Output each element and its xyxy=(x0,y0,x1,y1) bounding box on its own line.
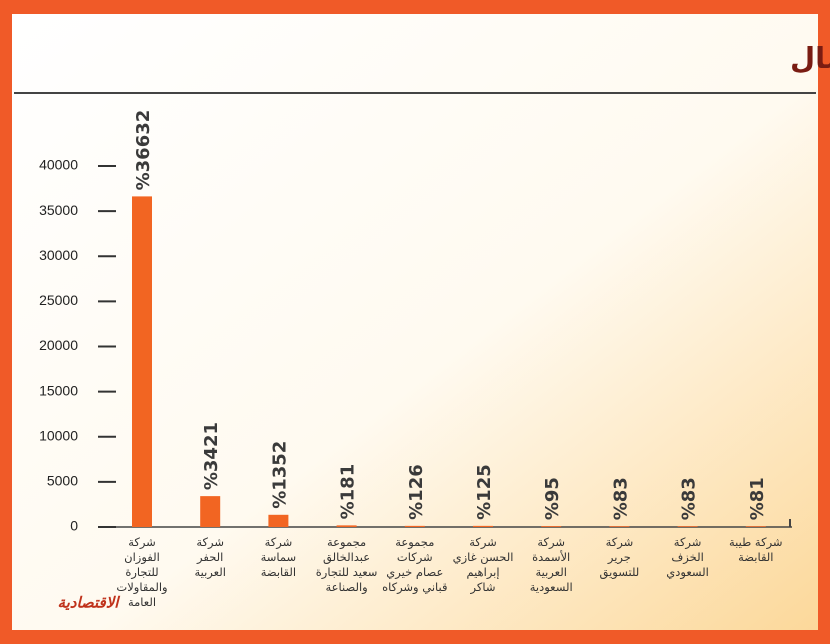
value-label: %83 xyxy=(610,477,631,520)
x-tick-label: شركة الأسمدة العربية السعودية xyxy=(529,535,573,594)
bar xyxy=(268,514,289,527)
x-tick-label: شركة الفوزان للتجارة والمقاولات العامة xyxy=(116,535,168,609)
chart-title: أعلى 10 شركات من حيث نسبة صافي الربح إلى… xyxy=(790,39,830,76)
x-tick-label: شركة طيبة القابضة xyxy=(729,535,783,564)
value-label: %95 xyxy=(542,477,563,520)
x-tick-label: شركة جرير للتسويق xyxy=(599,535,640,579)
x-tick-label: مجموعة عبدالخالق سعيد للتجارة والصناعة xyxy=(315,535,378,594)
x-tick-label: شركة الحسن غازي إبراهيم شاكر xyxy=(452,535,514,594)
y-tick-label: 25000 xyxy=(39,292,78,308)
bar xyxy=(609,526,630,527)
value-label: %1352 xyxy=(269,441,290,509)
x-tick-label: شركة سماسة القابضة xyxy=(260,535,297,579)
bar xyxy=(404,525,425,527)
value-label: %125 xyxy=(474,464,495,520)
y-tick-label: 20000 xyxy=(39,337,78,353)
bar xyxy=(677,526,698,527)
x-tick-label: مجموعة شركات عصام خيري قباني وشركاه xyxy=(382,535,448,594)
bar xyxy=(132,196,152,528)
logo: الاقتصادية xyxy=(58,594,121,612)
bar xyxy=(745,526,766,527)
bar xyxy=(336,525,357,527)
value-label: %83 xyxy=(679,477,700,520)
value-label: %126 xyxy=(406,464,427,520)
x-tick-label: شركة الحفر العربية xyxy=(194,535,226,579)
value-label: %3421 xyxy=(201,422,222,490)
y-tick-label: 35000 xyxy=(39,202,78,218)
value-label: %81 xyxy=(747,477,768,520)
y-tick-label: 10000 xyxy=(39,427,78,443)
y-tick-label: 5000 xyxy=(47,473,78,489)
y-tick-label: 15000 xyxy=(39,382,78,398)
bar xyxy=(541,526,562,527)
value-label: %36632 xyxy=(133,110,154,191)
bar xyxy=(473,525,493,527)
y-tick-label: 40000 xyxy=(39,157,78,173)
bar xyxy=(200,496,221,527)
y-tick-label: 30000 xyxy=(39,247,78,263)
value-label: %181 xyxy=(338,464,359,520)
x-tick-label: شركة الخزف السعودي xyxy=(666,535,709,579)
y-tick-label: 0 xyxy=(70,518,78,534)
